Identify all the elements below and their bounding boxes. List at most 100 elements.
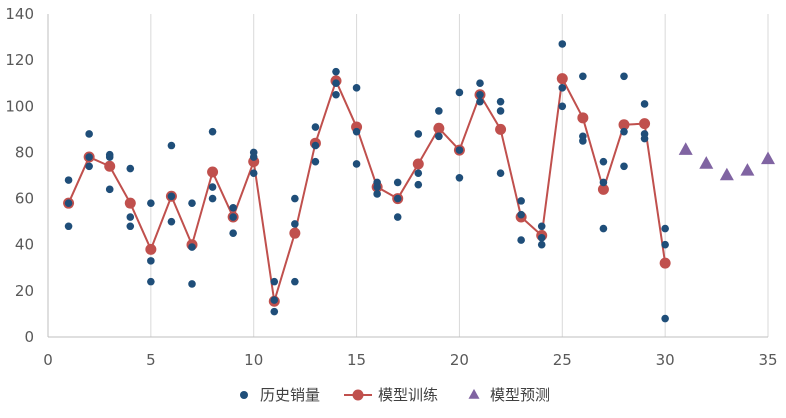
history-point-51 <box>414 130 423 138</box>
history-point-48 <box>393 178 402 187</box>
history-point-49 <box>393 194 402 203</box>
x-tick-label-10: 10 <box>244 351 263 369</box>
history-point-65 <box>496 169 505 177</box>
history-point-77 <box>579 137 587 145</box>
training-point-26 <box>597 183 609 195</box>
history-point-40 <box>332 79 340 88</box>
forecast-point-2 <box>719 167 734 181</box>
history-point-88 <box>661 240 669 249</box>
history-point-61 <box>476 90 484 99</box>
history-point-31 <box>270 296 279 304</box>
training-point-28 <box>639 118 651 130</box>
y-tick-label-120: 120 <box>5 51 34 69</box>
history-point-82 <box>620 127 628 136</box>
history-point-30 <box>270 277 279 286</box>
training-line-layer <box>67 77 667 303</box>
history-point-60 <box>476 79 484 88</box>
history-point-75 <box>579 72 587 81</box>
history-point-56 <box>435 132 443 141</box>
history-point-86 <box>640 134 649 143</box>
history-point-17 <box>167 217 176 226</box>
history-point-4 <box>85 153 93 161</box>
training-point-29 <box>659 257 671 269</box>
x-tick-label-0: 0 <box>43 351 53 369</box>
history-point-59 <box>455 174 464 182</box>
legend-marker-training <box>352 389 364 401</box>
history-point-69 <box>537 222 546 231</box>
history-point-78 <box>599 157 608 166</box>
history-point-80 <box>599 224 608 233</box>
history-point-43 <box>352 127 361 136</box>
history-point-42 <box>352 84 361 92</box>
history-point-66 <box>517 197 525 205</box>
history-point-57 <box>455 88 464 97</box>
y-tick-label-140: 140 <box>5 5 34 23</box>
history-point-1 <box>64 199 73 207</box>
history-point-5 <box>85 162 93 171</box>
gridlines <box>150 14 769 337</box>
legend-marker-history <box>240 391 248 399</box>
x-tick-label-30: 30 <box>656 351 675 369</box>
training-point-7 <box>207 166 219 178</box>
training-point-2 <box>104 160 116 172</box>
x-tick-label-25: 25 <box>553 351 572 369</box>
history-point-74 <box>558 102 567 111</box>
legend-label-2: 模型预测 <box>490 386 550 404</box>
legend-item-2: 模型预测 <box>468 386 550 404</box>
y-tick-label-80: 80 <box>15 143 34 161</box>
history-point-33 <box>291 194 299 203</box>
history-point-83 <box>620 162 628 171</box>
x-tick-label-35: 35 <box>758 351 777 369</box>
axes <box>47 14 768 338</box>
history-point-84 <box>640 100 649 108</box>
training-point-21 <box>495 123 507 135</box>
y-tick-label-60: 60 <box>15 190 34 208</box>
history-point-11 <box>126 222 135 231</box>
history-point-25 <box>229 213 237 221</box>
legend-label-1: 模型训练 <box>378 386 438 404</box>
tick-labels: 0 20 40 60 80 100 120 140 0 5 10 15 20 25 30 35 <box>5 5 777 369</box>
history-point-28 <box>249 153 258 161</box>
history-point-15 <box>167 141 176 150</box>
history-point-19 <box>188 243 196 251</box>
legend: 历史销量 模型训练 模型预测 <box>240 386 550 404</box>
legend-item-0: 历史销量 <box>240 386 320 404</box>
training-point-4 <box>145 243 157 255</box>
history-point-44 <box>352 160 361 168</box>
history-point-38 <box>311 157 320 166</box>
history-point-3 <box>85 130 93 138</box>
history-point-10 <box>126 213 135 221</box>
history-point-53 <box>414 180 423 189</box>
history-point-37 <box>311 141 320 150</box>
series-line-training <box>67 77 667 303</box>
legend-item-1: 模型训练 <box>344 386 438 404</box>
history-point-47 <box>373 190 381 198</box>
legend-label-0: 历史销量 <box>260 386 320 404</box>
forecast-point-4 <box>761 151 775 165</box>
history-point-70 <box>537 233 546 242</box>
history-point-87 <box>661 224 669 233</box>
history-point-14 <box>147 277 155 286</box>
history-point-64 <box>496 107 505 115</box>
history-point-79 <box>599 178 608 187</box>
training-point-17 <box>412 158 424 170</box>
forecast-point-1 <box>699 156 714 169</box>
y-tick-label-0: 0 <box>24 328 34 346</box>
forecast-point-3 <box>740 163 755 176</box>
history-point-62 <box>476 97 484 106</box>
training-point-25 <box>577 112 589 124</box>
legend-marker-forecast <box>468 388 480 399</box>
history-point-50 <box>393 213 402 221</box>
history-point-18 <box>188 199 196 207</box>
history-point-73 <box>558 84 567 92</box>
y-tick-label-40: 40 <box>15 236 34 254</box>
history-point-20 <box>188 280 196 288</box>
history-point-36 <box>311 123 320 131</box>
forecast-point-0 <box>678 142 693 155</box>
x-tick-label-20: 20 <box>450 351 469 369</box>
history-point-0 <box>64 176 73 184</box>
history-point-32 <box>270 307 279 316</box>
history-point-26 <box>229 229 237 237</box>
training-point-11 <box>289 227 301 239</box>
history-point-89 <box>661 314 669 323</box>
